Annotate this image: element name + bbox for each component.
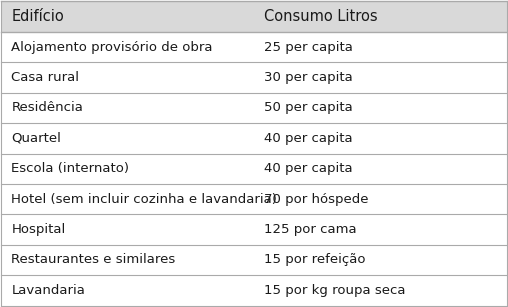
Text: 30 per capita: 30 per capita	[264, 71, 353, 84]
Text: Alojamento provisório de obra: Alojamento provisório de obra	[12, 41, 213, 53]
Text: 125 por cama: 125 por cama	[264, 223, 357, 236]
Text: 70 por hóspede: 70 por hóspede	[264, 192, 369, 206]
Text: 40 per capita: 40 per capita	[264, 162, 353, 175]
Text: 15 por refeição: 15 por refeição	[264, 254, 366, 266]
FancyBboxPatch shape	[2, 2, 506, 32]
Text: 25 per capita: 25 per capita	[264, 41, 353, 53]
Text: 50 per capita: 50 per capita	[264, 101, 353, 115]
Text: 15 por kg roupa seca: 15 por kg roupa seca	[264, 284, 405, 297]
Text: Casa rural: Casa rural	[12, 71, 79, 84]
Text: 40 per capita: 40 per capita	[264, 132, 353, 145]
Text: Escola (internato): Escola (internato)	[12, 162, 130, 175]
Text: Quartel: Quartel	[12, 132, 61, 145]
Text: Restaurantes e similares: Restaurantes e similares	[12, 254, 176, 266]
Text: Hotel (sem incluir cozinha e lavandaria): Hotel (sem incluir cozinha e lavandaria)	[12, 192, 277, 206]
Text: Lavandaria: Lavandaria	[12, 284, 85, 297]
Text: Residência: Residência	[12, 101, 83, 115]
Text: Edifício: Edifício	[12, 9, 64, 24]
Text: Consumo Litros: Consumo Litros	[264, 9, 378, 24]
Text: Hospital: Hospital	[12, 223, 66, 236]
